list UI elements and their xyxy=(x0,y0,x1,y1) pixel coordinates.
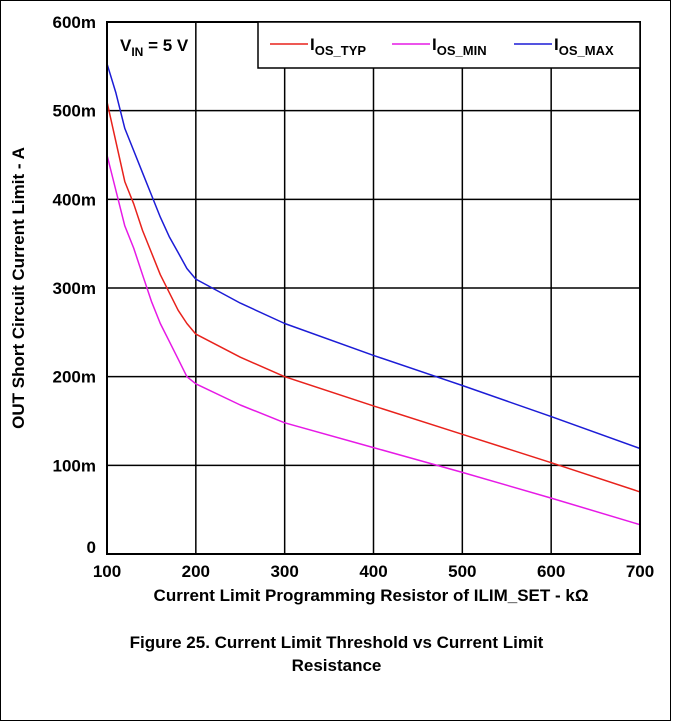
y-tick-labels: 0 100m 200m 300m 400m 500m 600m xyxy=(53,13,96,557)
legend-label: IOS_TYP xyxy=(310,35,366,58)
x-tick-label: 600 xyxy=(537,562,565,581)
series-line-os-max xyxy=(106,63,641,450)
x-tick-label: 500 xyxy=(448,562,476,581)
legend-label-sub: OS_MIN xyxy=(437,43,487,58)
y-tick-label: 500m xyxy=(53,102,96,121)
legend-label-base: I xyxy=(432,35,437,54)
legend-label-base: I xyxy=(554,35,559,54)
legend-label-sub: OS_MAX xyxy=(559,43,614,58)
legend-label-sub: OS_TYP xyxy=(315,43,367,58)
series-line-os-typ xyxy=(106,101,641,493)
y-axis-label: OUT Short Circuit Current Limit - A xyxy=(9,147,28,429)
legend-label: IOS_MIN xyxy=(432,35,487,58)
x-tick-label: 100 xyxy=(93,562,121,581)
vin-annotation-sub: IN xyxy=(131,45,143,59)
legend-box xyxy=(257,21,641,69)
y-tick-label: 400m xyxy=(53,190,96,209)
series-lines xyxy=(106,63,641,526)
y-tick-label: 300m xyxy=(53,279,96,298)
x-tick-label: 300 xyxy=(270,562,298,581)
legend-label-base: I xyxy=(310,35,315,54)
x-axis-label: Current Limit Programming Resistor of IL… xyxy=(154,586,589,605)
x-tick-label: 200 xyxy=(182,562,210,581)
x-tick-label: 700 xyxy=(626,562,654,581)
vin-annotation: VIN = 5 V xyxy=(120,36,189,59)
series-line-os-min xyxy=(106,154,641,526)
y-tick-label: 600m xyxy=(53,13,96,32)
y-tick-label: 200m xyxy=(53,368,96,387)
legend: IOS_TYP IOS_MIN IOS_MAX xyxy=(257,21,641,69)
figure-caption-line2: Resistance xyxy=(291,656,382,675)
y-tick-label: 100m xyxy=(53,456,96,475)
legend-label: IOS_MAX xyxy=(554,35,614,58)
x-tick-labels: 100 200 300 400 500 600 700 xyxy=(93,562,654,581)
x-tick-label: 400 xyxy=(359,562,387,581)
grid xyxy=(106,21,641,555)
y-tick-label: 0 xyxy=(87,538,96,557)
vin-annotation-prefix: V xyxy=(120,36,132,55)
vin-annotation-suffix: = 5 V xyxy=(143,36,189,55)
figure-caption-line1: Figure 25. Current Limit Threshold vs Cu… xyxy=(129,633,544,652)
